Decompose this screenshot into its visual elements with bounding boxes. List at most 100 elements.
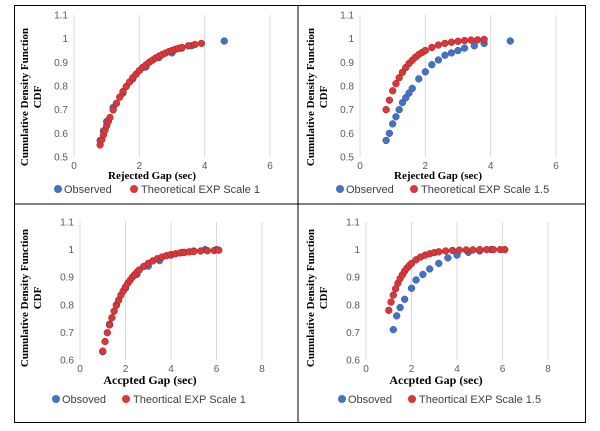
theoretical-point (476, 245, 484, 254)
y-tick-label: 0.9 (54, 58, 68, 69)
observed-point (415, 75, 423, 83)
y-tick-label: 0.5 (54, 153, 68, 164)
x-tick-label: 0 (71, 161, 77, 172)
y-tick-label: 0.6 (60, 356, 74, 367)
y-axis-title-line1: Cumulative Density Function (19, 28, 31, 166)
y-axis-title-line2: CDF (318, 85, 330, 108)
y-tick-label: 0.6 (346, 356, 360, 367)
theoretical-point (196, 247, 205, 255)
legend-marker-theoretical (130, 185, 138, 193)
observed-point (220, 37, 228, 45)
y-axis-title-line2: CDF (318, 286, 330, 309)
theoretical-point (105, 321, 114, 329)
observed-point (441, 51, 449, 59)
theoretical-point (184, 42, 192, 50)
y-tick-label: 0.8 (54, 82, 68, 93)
plot-area-4 (365, 222, 549, 360)
ytick-labels-1: 0.5 0.6 0.7 0.8 0.9 1 1.1 (54, 11, 68, 164)
theoretical-point (441, 247, 450, 255)
x-tick-label: 2 (409, 364, 415, 375)
theoretical-point (489, 245, 498, 254)
chart-panel-4: 0.6 0.7 0.8 0.9 1 1.1 0 2 4 6 8 Cumulative Densit… (305, 218, 551, 407)
x-tick-label: 6 (500, 364, 506, 375)
theoretical-point (389, 87, 397, 95)
xtick-labels-2: 0 2 4 6 (357, 161, 559, 172)
theoretical-point (215, 246, 223, 254)
theoretical-point (462, 246, 470, 254)
observed-point (396, 303, 404, 312)
observed-point (389, 325, 397, 334)
x-axis-title: Rejected Gap (sec) (394, 170, 482, 182)
x-tick-label: 4 (488, 161, 494, 172)
observed-point (470, 42, 478, 50)
observed-point (435, 259, 443, 268)
y-axis-title-line1: Cumulative Density Function (305, 28, 317, 166)
theoretical-point (106, 113, 114, 122)
observed-point (401, 295, 409, 303)
y-tick-label: 1.1 (60, 218, 74, 229)
theoretical-point (389, 291, 397, 299)
chart-panel-3: 0.6 0.7 0.8 0.9 1 1.1 0 2 4 6 8 Cumulative Densit… (19, 218, 265, 407)
theoretical-point (99, 347, 107, 355)
theoretical-point (103, 329, 111, 337)
theoretical-point (434, 41, 443, 49)
y-tick-label: 0.7 (60, 328, 74, 339)
observed-point (454, 46, 462, 55)
observed-point (385, 129, 394, 137)
x-tick-label: 6 (553, 161, 559, 172)
theoretical-point (454, 37, 462, 45)
observed-point (393, 312, 401, 320)
x-tick-label: 8 (259, 364, 265, 375)
observed-point (434, 56, 443, 64)
y-tick-label: 0.8 (60, 300, 74, 311)
x-tick-label: 4 (202, 161, 208, 172)
legend-label-theoretical: Theoretical EXP Scale 1.5 (421, 184, 549, 196)
theoretical-point (112, 99, 121, 107)
legend-label-theoretical: Theoretical EXP Scale 1 (141, 184, 260, 196)
y-tick-label: 0.6 (340, 129, 354, 140)
y-tick-label: 1 (68, 245, 74, 256)
theoretical-point (385, 96, 394, 104)
legend-2: Observed Theoretical EXP Scale 1.5 (336, 184, 549, 196)
y-tick-label: 0.8 (340, 82, 354, 93)
y-tick-label: 0.6 (54, 129, 68, 140)
chart-panel-2: 0.5 0.6 0.7 0.8 0.9 1 1.1 0 2 4 6 Cumulative Dens… (305, 11, 559, 197)
observed-point (412, 276, 420, 284)
observed-point (444, 254, 452, 262)
theoretical-point (469, 246, 477, 254)
y-tick-label: 1.1 (340, 11, 354, 22)
theoretical-point (387, 298, 395, 306)
y-tick-label: 0.7 (54, 105, 68, 116)
theoretical-point (473, 36, 482, 44)
theoretical-point (482, 245, 491, 254)
observed-point (395, 106, 403, 114)
x-tick-label: 0 (363, 364, 369, 375)
theoretical-point (455, 246, 463, 254)
x-axis-title: Rejected Gap (sec) (108, 170, 196, 182)
observed-point (447, 49, 456, 57)
theoretical-point (109, 106, 117, 114)
x-tick-label: 4 (168, 364, 174, 375)
y-tick-label: 0.7 (346, 328, 360, 339)
legend-marker-observed (338, 395, 346, 403)
y-axis-title-line1: Cumulative Density Function (19, 229, 31, 367)
legend-label-observed: Obsoved (348, 394, 392, 406)
y-tick-label: 0.9 (346, 273, 360, 284)
theoretical-point (467, 36, 475, 44)
legend-label-observed: Observed (64, 184, 112, 196)
legend-marker-observed (336, 185, 344, 193)
y-tick-label: 1 (354, 245, 360, 256)
y-tick-label: 0.5 (340, 153, 354, 164)
theoretical-point (421, 46, 429, 55)
y-axis-title-line2: CDF (32, 85, 44, 108)
theoretical-point (178, 43, 186, 52)
theoretical-point (382, 106, 390, 114)
y-tick-label: 0.8 (346, 300, 360, 311)
observed-point (421, 68, 429, 76)
legend-4: Obsoved Theortical EXP Scale 1.5 (338, 394, 541, 406)
ytick-labels-4: 0.6 0.7 0.8 0.9 1 1.1 (346, 218, 360, 367)
theoretical-point (392, 79, 400, 88)
xtick-labels-3: 0 2 4 6 8 (77, 364, 265, 375)
x-tick-label: 6 (214, 364, 220, 375)
theoretical-point (435, 248, 443, 256)
